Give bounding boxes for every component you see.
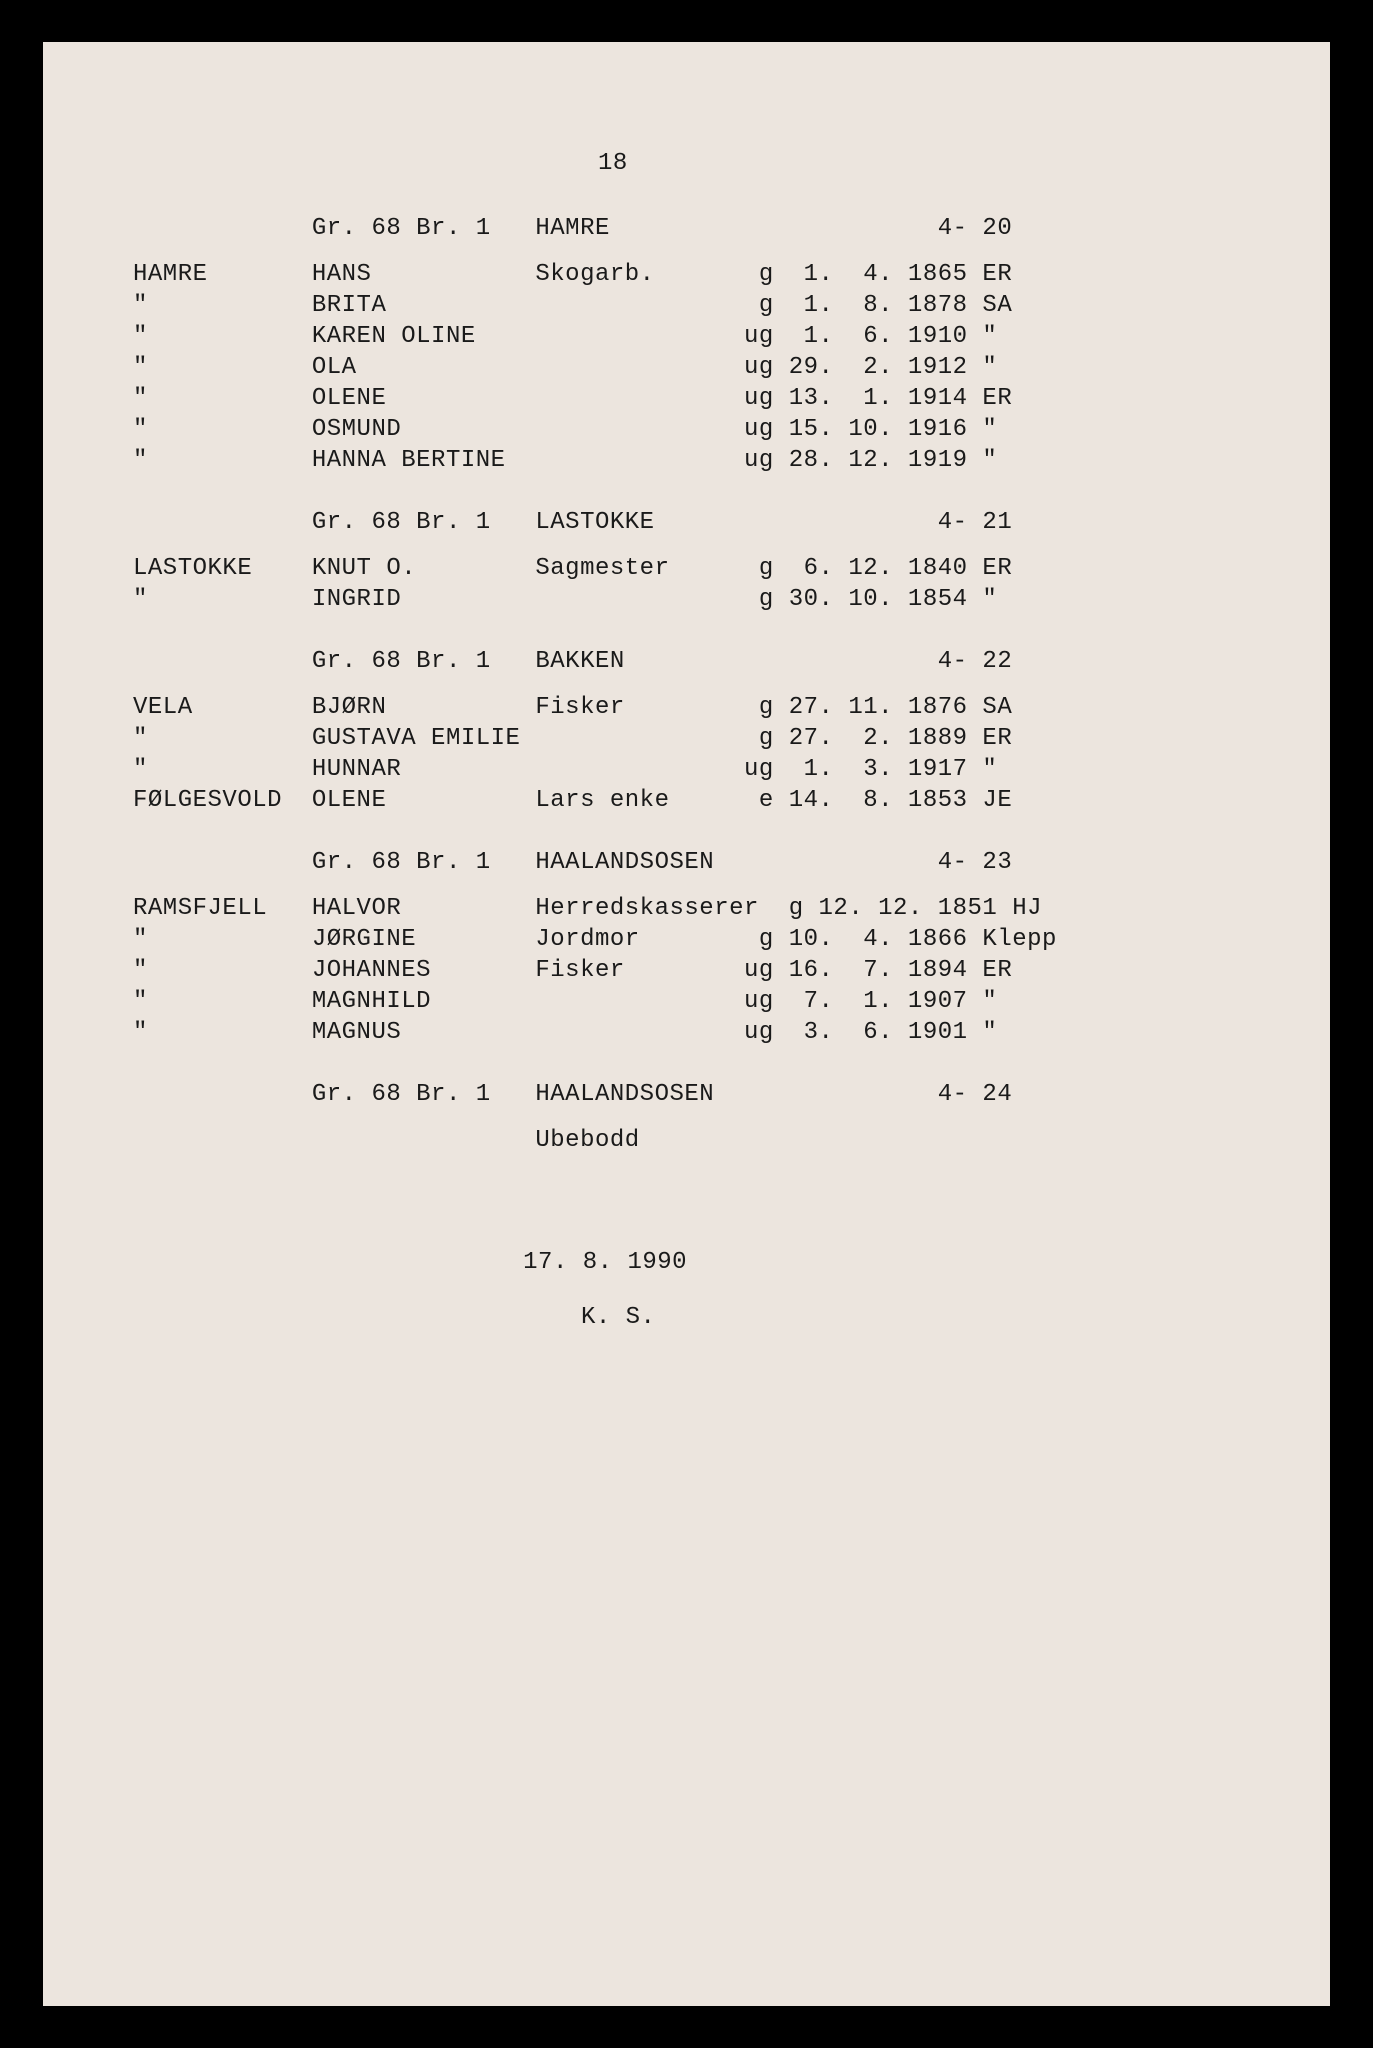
record-row: LASTOKKE KNUT O. Sagmester g 6. 12. 1840…	[133, 557, 1012, 581]
record-row: " OLENE ug 13. 1. 1914 ER	[133, 387, 1012, 411]
section-header: Gr. 68 Br. 1 BAKKEN 4- 22	[133, 650, 1012, 674]
record-row: " GUSTAVA EMILIE g 27. 2. 1889 ER	[133, 727, 1012, 751]
record-row: RAMSFJELL HALVOR Herredskasserer g 12. 1…	[133, 897, 1042, 921]
page-number: 18	[598, 152, 628, 176]
record-row: " INGRID g 30. 10. 1854 "	[133, 588, 997, 612]
record-row: FØLGESVOLD OLENE Lars enke e 14. 8. 1853…	[133, 789, 1012, 813]
record-row: " MAGNHILD ug 7. 1. 1907 "	[133, 990, 997, 1014]
section-header: Gr. 68 Br. 1 HAALANDSOSEN 4- 24	[133, 1083, 1012, 1107]
record-row: " OSMUND ug 15. 10. 1916 "	[133, 418, 997, 442]
footer-date: 17. 8. 1990	[523, 1251, 687, 1275]
record-row: VELA BJØRN Fisker g 27. 11. 1876 SA	[133, 696, 1012, 720]
record-row: " OLA ug 29. 2. 1912 "	[133, 356, 997, 380]
section-header: Gr. 68 Br. 1 HAMRE 4- 20	[133, 217, 1012, 241]
record-row: " JØRGINE Jordmor g 10. 4. 1866 Klepp	[133, 928, 1057, 952]
section-header: Gr. 68 Br. 1 HAALANDSOSEN 4- 23	[133, 851, 1012, 875]
footer-initials: K. S.	[581, 1306, 656, 1330]
document-page: 18 Gr. 68 Br. 1 HAMRE 4- 20 HAMRE HANS Sk…	[43, 42, 1330, 2006]
record-row: " HANNA BERTINE ug 28. 12. 1919 "	[133, 449, 997, 473]
section-note: Ubebodd	[133, 1129, 640, 1153]
record-row: " HUNNAR ug 1. 3. 1917 "	[133, 758, 997, 782]
record-row: " MAGNUS ug 3. 6. 1901 "	[133, 1021, 997, 1045]
record-row: HAMRE HANS Skogarb. g 1. 4. 1865 ER	[133, 263, 1012, 287]
record-row: " JOHANNES Fisker ug 16. 7. 1894 ER	[133, 959, 1012, 983]
record-row: " KAREN OLINE ug 1. 6. 1910 "	[133, 325, 997, 349]
section-header: Gr. 68 Br. 1 LASTOKKE 4- 21	[133, 511, 1012, 535]
record-row: " BRITA g 1. 8. 1878 SA	[133, 294, 1012, 318]
